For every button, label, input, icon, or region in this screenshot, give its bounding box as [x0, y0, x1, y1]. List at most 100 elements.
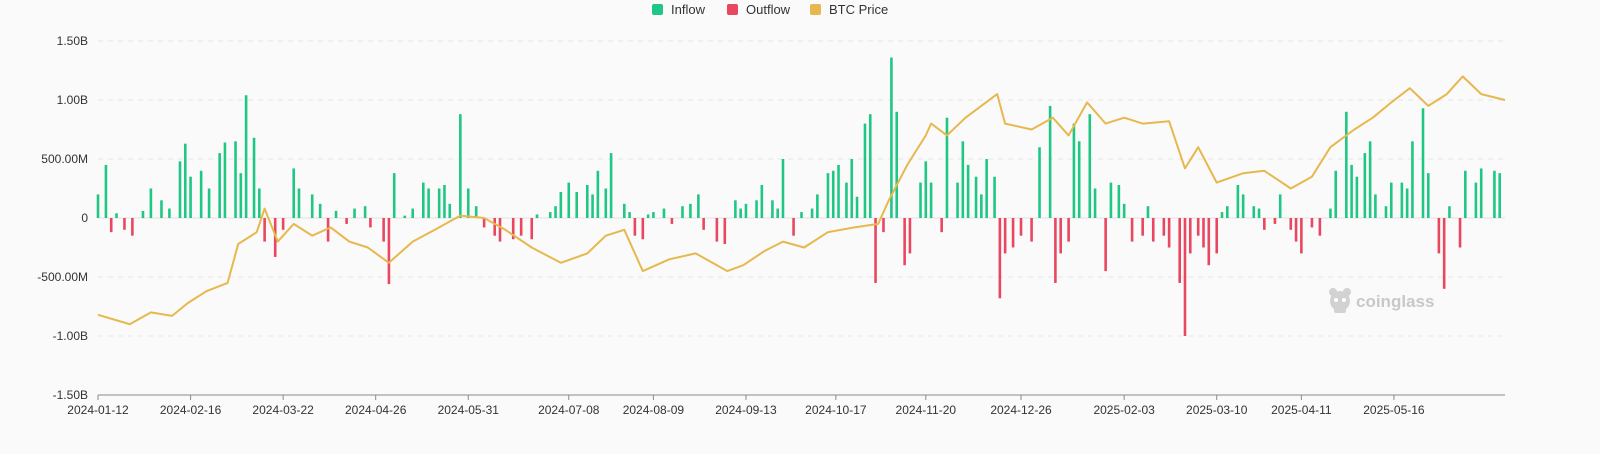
inflow-bar[interactable] — [734, 200, 737, 218]
inflow-bar[interactable] — [771, 200, 774, 218]
inflow-bar[interactable] — [1421, 108, 1425, 218]
outflow-bar[interactable] — [1167, 218, 1171, 248]
inflow-bar[interactable] — [1350, 164, 1353, 218]
inflow-bar[interactable] — [845, 182, 848, 218]
outflow-bar[interactable] — [1178, 218, 1181, 283]
inflow-bar[interactable] — [1226, 206, 1229, 218]
outflow-bar[interactable] — [1067, 218, 1070, 242]
inflow-bar[interactable] — [855, 196, 859, 218]
inflow-bar[interactable] — [591, 194, 594, 218]
inflow-bar[interactable] — [1241, 194, 1245, 218]
outflow-bar[interactable] — [387, 218, 391, 285]
inflow-bar[interactable] — [318, 203, 322, 218]
inflow-bar[interactable] — [218, 153, 221, 218]
inflow-bar[interactable] — [1329, 208, 1332, 218]
outflow-bar[interactable] — [1215, 218, 1219, 254]
outflow-bar[interactable] — [1300, 218, 1303, 254]
inflow-bar[interactable] — [1345, 111, 1348, 218]
inflow-bar[interactable] — [755, 200, 758, 218]
inflow-bar[interactable] — [411, 208, 415, 218]
inflow-bar[interactable] — [567, 182, 571, 218]
outflow-bar[interactable] — [1130, 218, 1134, 242]
outflow-bar[interactable] — [1188, 218, 1192, 254]
inflow-bar[interactable] — [199, 170, 203, 218]
outflow-bar[interactable] — [715, 218, 719, 242]
inflow-bar[interactable] — [258, 188, 261, 219]
outflow-bar[interactable] — [1458, 218, 1462, 248]
inflow-bar[interactable] — [297, 188, 301, 219]
outflow-bar[interactable] — [1054, 218, 1057, 283]
outflow-bar[interactable] — [345, 218, 348, 224]
inflow-bar[interactable] — [183, 143, 187, 218]
inflow-bar[interactable] — [596, 170, 600, 218]
inflow-bar[interactable] — [1077, 141, 1081, 218]
inflow-bar[interactable] — [207, 188, 211, 219]
inflow-bar[interactable] — [178, 161, 182, 218]
inflow-bar[interactable] — [334, 210, 338, 218]
inflow-bar[interactable] — [1072, 123, 1076, 218]
inflow-bar[interactable] — [422, 182, 425, 218]
inflow-bar[interactable] — [985, 159, 988, 218]
inflow-bar[interactable] — [850, 159, 854, 218]
inflow-bar[interactable] — [1117, 184, 1121, 218]
outflow-bar[interactable] — [670, 218, 674, 224]
inflow-bar[interactable] — [919, 182, 922, 218]
outflow-bar[interactable] — [908, 218, 912, 254]
outflow-bar[interactable] — [641, 218, 645, 240]
inflow-bar[interactable] — [604, 188, 608, 219]
outflow-bar[interactable] — [519, 218, 523, 236]
inflow-bar[interactable] — [890, 57, 893, 218]
inflow-bar[interactable] — [697, 194, 700, 218]
outflow-bar[interactable] — [382, 218, 385, 242]
inflow-bar[interactable] — [1278, 194, 1282, 218]
outflow-bar[interactable] — [1183, 218, 1187, 336]
inflow-bar[interactable] — [1048, 105, 1052, 218]
inflow-bar[interactable] — [1427, 173, 1430, 218]
legend-item-outflow[interactable]: Outflow — [727, 2, 791, 17]
inflow-bar[interactable] — [559, 192, 563, 218]
inflow-bar[interactable] — [96, 194, 100, 218]
outflow-bar[interactable] — [369, 218, 372, 228]
inflow-bar[interactable] — [662, 208, 666, 218]
inflow-bar[interactable] — [160, 200, 163, 218]
inflow-bar[interactable] — [623, 203, 626, 218]
inflow-bar[interactable] — [956, 182, 959, 218]
outflow-bar[interactable] — [326, 218, 330, 242]
outflow-bar[interactable] — [1151, 218, 1155, 242]
inflow-bar[interactable] — [895, 111, 899, 218]
inflow-bar[interactable] — [945, 117, 949, 218]
inflow-bar[interactable] — [1355, 176, 1359, 218]
inflow-bar[interactable] — [1493, 170, 1496, 218]
outflow-bar[interactable] — [1196, 218, 1200, 236]
inflow-bar[interactable] — [239, 173, 243, 218]
inflow-bar[interactable] — [1038, 147, 1041, 218]
outflow-bar[interactable] — [1263, 218, 1266, 230]
outflow-bar[interactable] — [263, 218, 266, 242]
inflow-bar[interactable] — [1479, 168, 1483, 218]
inflow-bar[interactable] — [1088, 114, 1092, 218]
outflow-bar[interactable] — [1442, 218, 1446, 289]
inflow-bar[interactable] — [1109, 182, 1113, 218]
outflow-bar[interactable] — [1318, 218, 1322, 236]
outflow-bar[interactable] — [1011, 218, 1015, 248]
inflow-bar[interactable] — [1411, 141, 1414, 218]
inflow-bar[interactable] — [974, 176, 978, 218]
outflow-bar[interactable] — [1162, 218, 1166, 236]
inflow-bar[interactable] — [776, 208, 779, 218]
outflow-bar[interactable] — [1003, 218, 1007, 254]
outflow-bar[interactable] — [882, 218, 885, 233]
inflow-bar[interactable] — [1363, 153, 1367, 218]
inflow-bar[interactable] — [1474, 182, 1478, 218]
inflow-bar[interactable] — [681, 206, 684, 218]
inflow-bar[interactable] — [437, 188, 441, 219]
inflow-bar[interactable] — [554, 206, 557, 218]
outflow-bar[interactable] — [131, 218, 134, 236]
outflow-bar[interactable] — [1141, 218, 1144, 236]
inflow-bar[interactable] — [1334, 170, 1338, 218]
inflow-bar[interactable] — [466, 188, 470, 219]
inflow-bar[interactable] — [1236, 184, 1240, 218]
inflow-bar[interactable] — [149, 188, 153, 219]
inflow-bar[interactable] — [760, 184, 764, 218]
inflow-bar[interactable] — [310, 194, 314, 218]
inflow-bar[interactable] — [104, 164, 108, 218]
